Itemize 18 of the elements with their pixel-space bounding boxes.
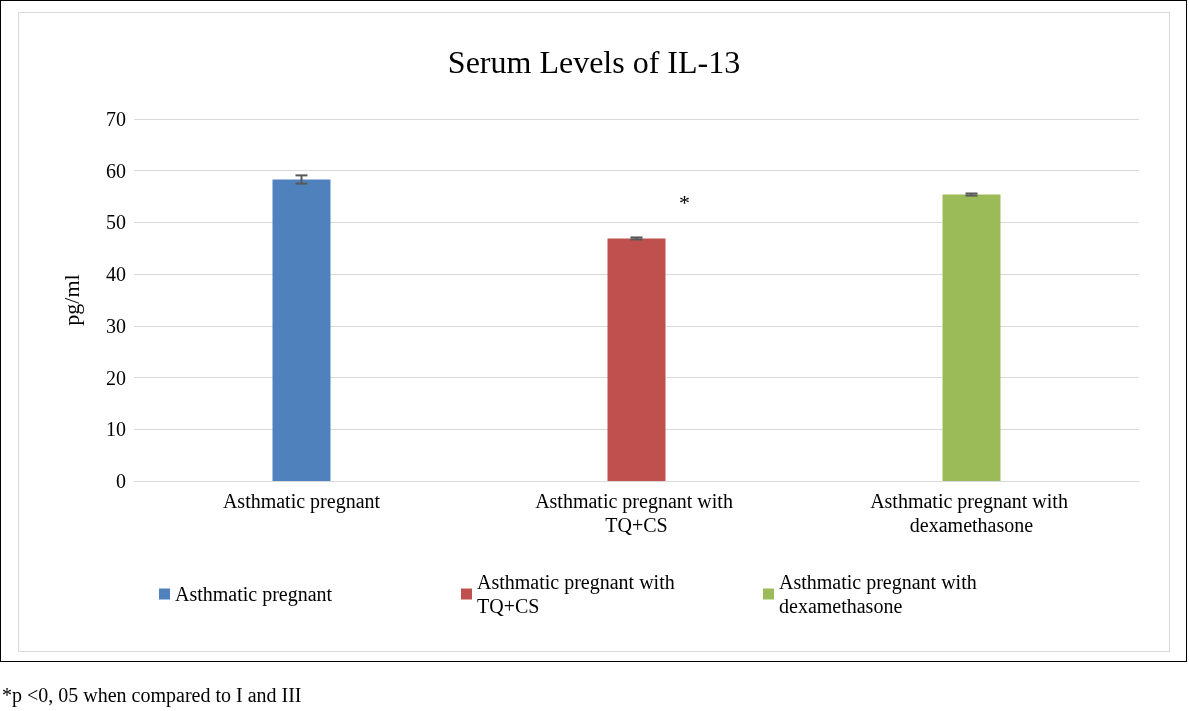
text: *p <0, 05 when compared to I and III — [2, 684, 302, 707]
y-tick-label: 70 — [106, 108, 126, 130]
x-tick-label: Asthmatic pregnant — [222, 490, 381, 513]
legend-label: Asthmatic pregnant with TQ+CS — [477, 571, 680, 617]
y-tick-label: 50 — [106, 211, 126, 234]
chart-title: Serum Levels of IL-13 — [447, 44, 741, 80]
legend-label: Asthmatic pregnant with dexamethasone — [779, 571, 982, 617]
annotation: * — [679, 189, 690, 215]
x-tick-label: Asthmatic pregnant with TQ+CS — [535, 490, 738, 536]
y-tick-label: 20 — [106, 366, 126, 389]
y-tick-label: 0 — [116, 470, 126, 492]
y-tick-label: 10 — [106, 418, 126, 441]
y-tick-label: 60 — [106, 159, 126, 182]
y-tick-label: 30 — [106, 314, 126, 337]
x-tick-label: Asthmatic pregnant with dexamethasone — [870, 490, 1073, 536]
y-tick-label: 40 — [106, 263, 126, 286]
y-axis-title: pg/ml — [58, 274, 84, 326]
legend-label: Asthmatic pregnant — [175, 583, 333, 606]
